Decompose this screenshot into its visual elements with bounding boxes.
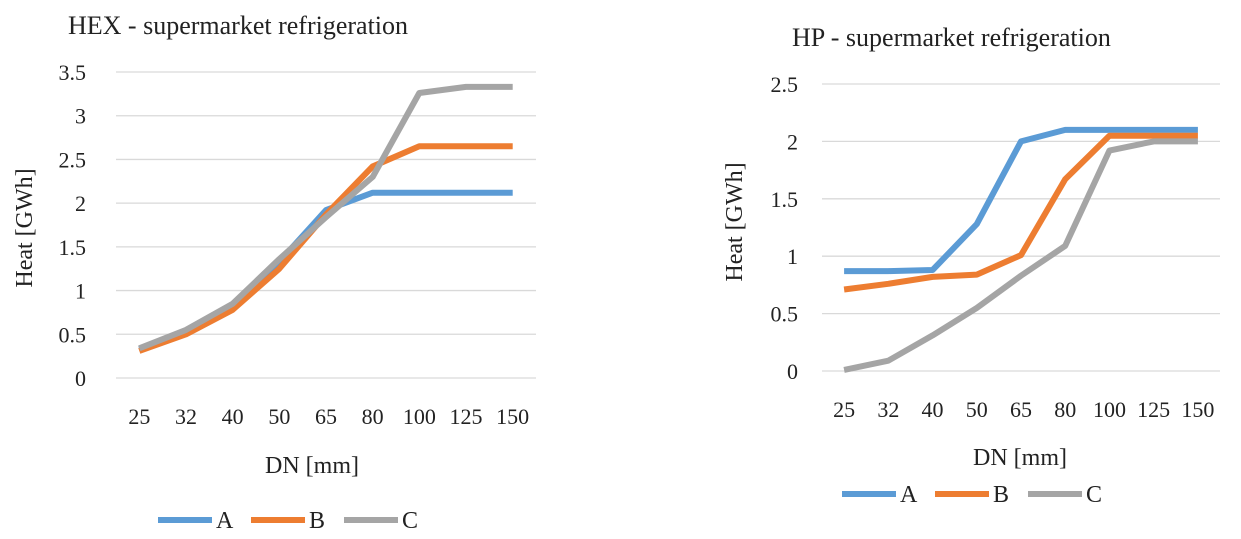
chart-1: HEX - supermarket refrigeration 0 0.5 1 1.5 2… — [12, 11, 536, 534]
legend-label-b: B — [993, 482, 1009, 508]
y-tick-label: 1 — [787, 244, 798, 269]
x-tick-label: 32 — [175, 404, 197, 429]
series-line-c — [843, 138, 1198, 373]
x-tick-label: 100 — [1093, 397, 1126, 422]
series-line-b — [138, 143, 513, 354]
y-tick-label: 1.5 — [59, 235, 87, 260]
y-tick-label: 2 — [787, 129, 798, 154]
legend-label-c: C — [402, 508, 418, 534]
y-tick-label: 0.5 — [59, 322, 87, 347]
series-line-a — [844, 126, 1198, 275]
series-line-b — [843, 132, 1198, 293]
y-tick-label: 2.5 — [59, 147, 87, 172]
y-tick-label: 2.5 — [771, 72, 799, 97]
x-tick-label: 65 — [315, 404, 337, 429]
x-tick-label: 32 — [877, 397, 899, 422]
chart-title: HEX - supermarket refrigeration — [68, 11, 408, 40]
x-tick-label: 40 — [222, 404, 244, 429]
x-tick-label: 150 — [496, 404, 529, 429]
y-tick-label: 0 — [75, 366, 86, 391]
x-tick-label: 150 — [1181, 397, 1214, 422]
x-axis-title: DN [mm] — [265, 453, 359, 479]
x-axis-title: DN [mm] — [973, 445, 1067, 471]
x-tick-label: 80 — [362, 404, 384, 429]
chart-2: HP - supermarket refrigeration 0 0.5 1 1.5 2 2… — [722, 23, 1220, 508]
y-axis-title: Heat [GWh] — [12, 168, 38, 287]
legend: A B C — [842, 482, 1102, 508]
y-tick-label: 1 — [75, 279, 86, 304]
x-tick-label: 125 — [1137, 397, 1170, 422]
x-tick-label: 100 — [403, 404, 436, 429]
chart-title: HP - supermarket refrigeration — [792, 23, 1111, 52]
x-tick-label: 80 — [1054, 397, 1076, 422]
x-tick-label: 125 — [450, 404, 483, 429]
legend: A B C — [158, 508, 418, 534]
legend-label-a: A — [900, 482, 918, 508]
x-tick-label: 25 — [833, 397, 855, 422]
y-tick-label: 3 — [75, 104, 86, 129]
series-line-c — [138, 83, 513, 352]
legend-label-a: A — [216, 508, 234, 534]
x-tick-label: 65 — [1010, 397, 1032, 422]
legend-label-b: B — [309, 508, 325, 534]
y-tick-label: 2 — [75, 191, 86, 216]
x-tick-label: 40 — [922, 397, 944, 422]
y-tick-label: 3.5 — [59, 60, 87, 85]
x-tick-label: 50 — [966, 397, 988, 422]
x-tick-label: 50 — [268, 404, 290, 429]
legend-label-c: C — [1086, 482, 1102, 508]
y-tick-label: 0.5 — [771, 302, 799, 327]
y-tick-label: 1.5 — [771, 187, 799, 212]
y-axis-title: Heat [GWh] — [722, 162, 748, 281]
y-tick-label: 0 — [787, 359, 798, 384]
x-tick-label: 25 — [128, 404, 150, 429]
